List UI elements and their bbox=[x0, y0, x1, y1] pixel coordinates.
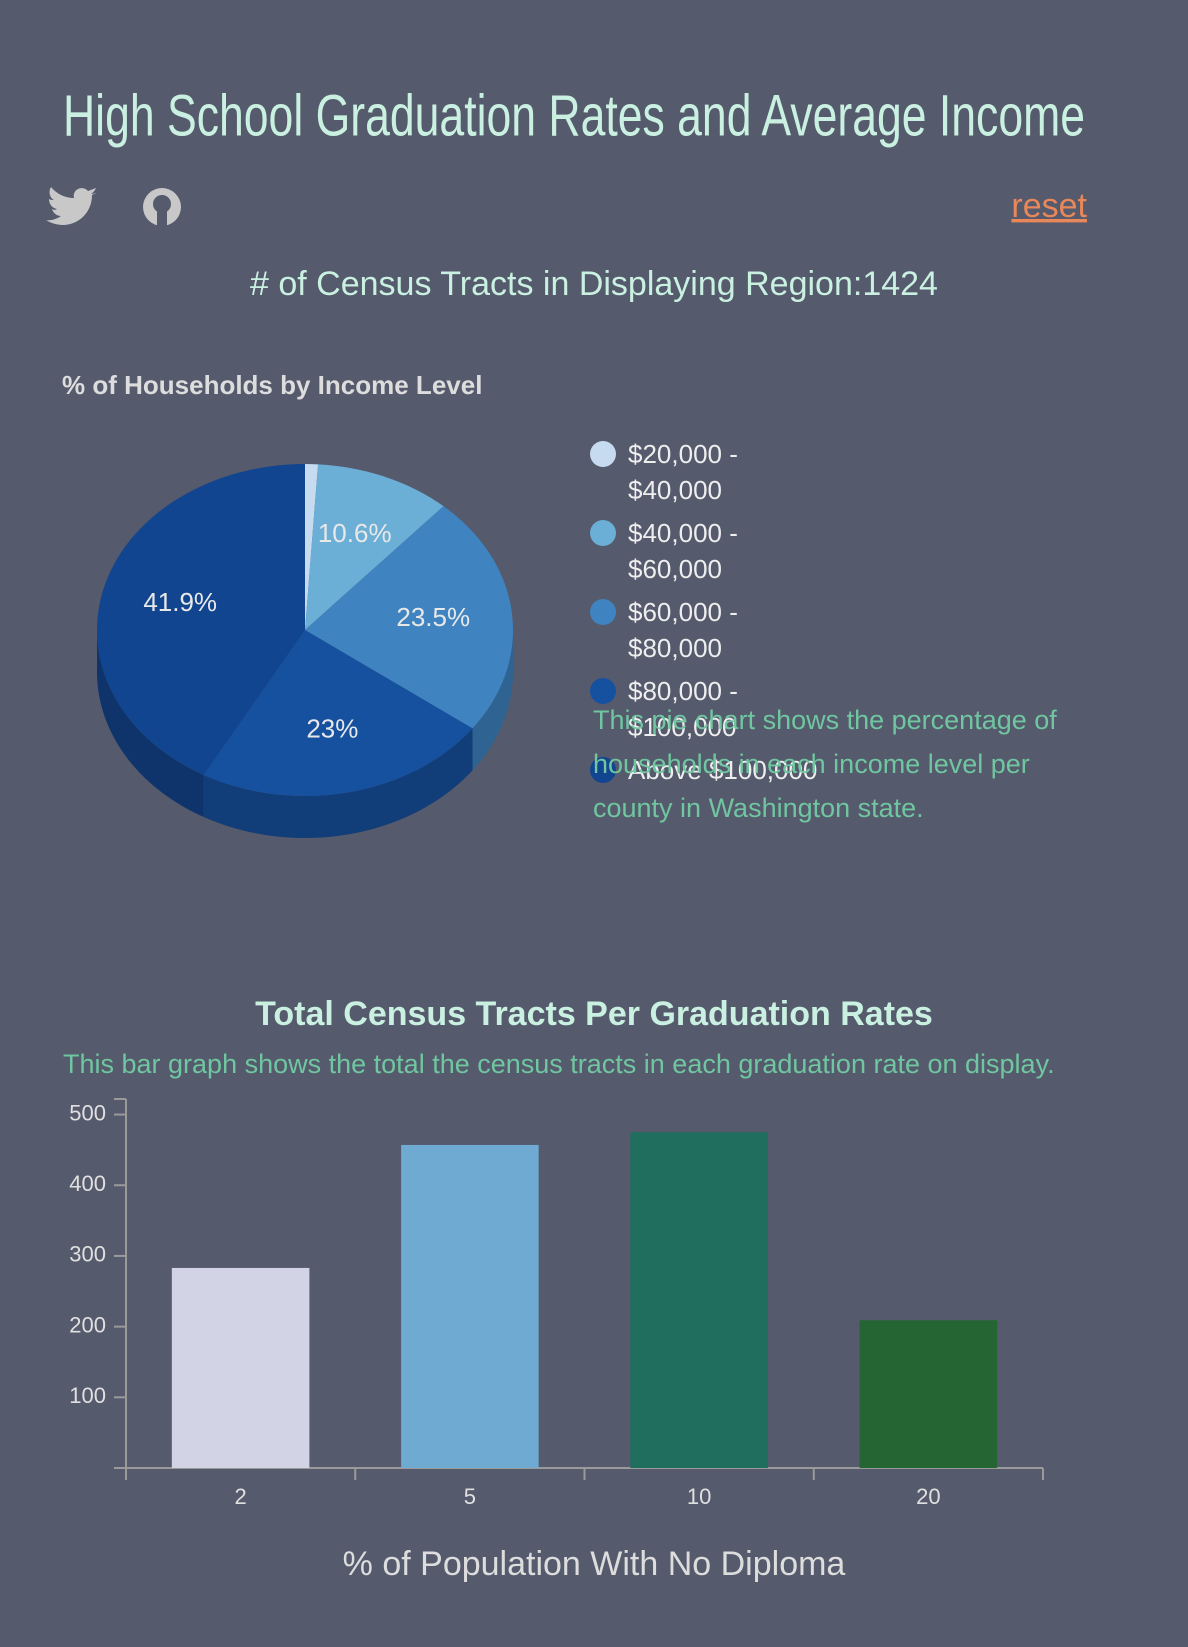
tract-count-value: 1424 bbox=[862, 265, 938, 303]
y-tick-label: 400 bbox=[69, 1171, 106, 1196]
y-tick-label: 100 bbox=[69, 1383, 106, 1408]
pie-slice bbox=[305, 506, 514, 729]
tract-count: # of Census Tracts in Displaying Region:… bbox=[250, 265, 938, 303]
legend-swatch bbox=[590, 599, 616, 625]
x-tick-label: 5 bbox=[464, 1484, 476, 1509]
legend-item[interactable]: $80,000 - $100,000 bbox=[590, 673, 830, 745]
page-title: High School Graduation Rates and Average… bbox=[63, 83, 1085, 148]
slice-label: 10.6% bbox=[318, 518, 392, 548]
legend: $20,000 - $40,000 $40,000 - $60,000 $60,00… bbox=[590, 436, 830, 795]
x-tick-label: 2 bbox=[235, 1484, 247, 1509]
pie-side bbox=[203, 728, 473, 838]
pie-slice bbox=[97, 464, 305, 775]
legend-swatch bbox=[590, 441, 616, 467]
legend-label: $40,000 - $60,000 bbox=[628, 518, 738, 584]
pie-side bbox=[472, 630, 513, 771]
github-icon[interactable] bbox=[143, 188, 181, 226]
legend-item[interactable]: Above $100,000 bbox=[590, 752, 830, 788]
y-tick-label: 500 bbox=[69, 1100, 106, 1125]
slice-label: 41.9% bbox=[143, 587, 217, 617]
pie-title: % of Households by Income Level bbox=[62, 370, 482, 400]
pie-side bbox=[97, 630, 204, 817]
y-tick-label: 200 bbox=[69, 1312, 106, 1337]
y-tick-label: 300 bbox=[69, 1242, 106, 1267]
pie-slice bbox=[305, 464, 444, 630]
legend-swatch bbox=[590, 757, 616, 783]
legend-label: Above $100,000 bbox=[628, 755, 818, 785]
bar-chart: 100 200 300 400 500 2 5 10 20 bbox=[69, 1098, 1044, 1509]
bar bbox=[859, 1320, 998, 1468]
tract-count-label: # of Census Tracts in Displaying Region: bbox=[250, 265, 862, 303]
legend-swatch bbox=[590, 678, 616, 704]
legend-item[interactable]: $20,000 - $40,000 bbox=[590, 436, 830, 508]
bar-description: This bar graph shows the total the censu… bbox=[63, 1049, 1055, 1079]
legend-label: $80,000 - $100,000 bbox=[628, 676, 738, 742]
x-tick-label: 10 bbox=[687, 1484, 711, 1509]
bar bbox=[630, 1132, 768, 1468]
pie-description: This pie chart shows the percentage of h… bbox=[593, 705, 1057, 823]
legend-item[interactable]: $40,000 - $60,000 bbox=[590, 515, 830, 587]
legend-item[interactable]: $60,000 - $80,000 bbox=[590, 594, 830, 666]
slice-label: 23.5% bbox=[396, 602, 470, 632]
bar-title: Total Census Tracts Per Graduation Rates bbox=[255, 995, 933, 1033]
legend-swatch bbox=[590, 520, 616, 546]
twitter-icon[interactable] bbox=[46, 187, 98, 225]
pie-chart: 10.6% 23.5% 23% 41.9% bbox=[97, 464, 514, 838]
pie-slice bbox=[305, 464, 319, 630]
legend-label: $60,000 - $80,000 bbox=[628, 597, 738, 663]
x-axis-label: % of Population With No Diploma bbox=[343, 1545, 846, 1583]
pie-slice bbox=[203, 630, 473, 796]
slice-label: 23% bbox=[306, 713, 358, 743]
x-tick-label: 20 bbox=[916, 1484, 940, 1509]
reset-link[interactable]: reset bbox=[1011, 187, 1087, 225]
legend-label: $20,000 - $40,000 bbox=[628, 439, 738, 505]
bar bbox=[171, 1267, 310, 1468]
bar bbox=[401, 1144, 539, 1468]
